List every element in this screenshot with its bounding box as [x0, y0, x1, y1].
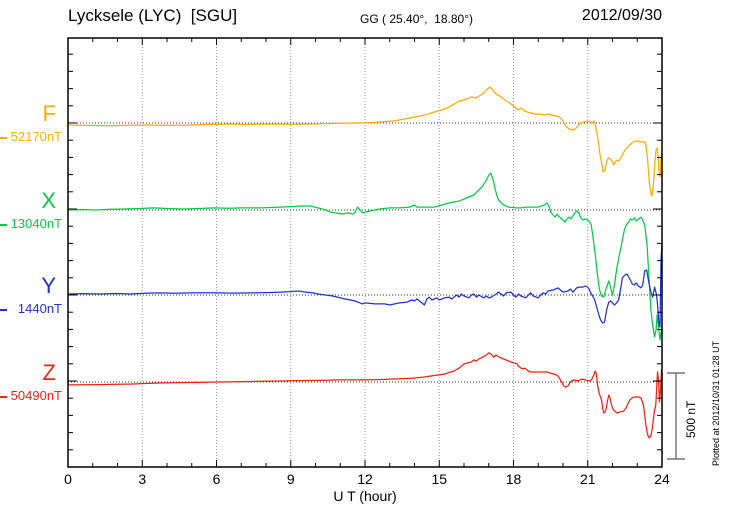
x-axis-title: U T (hour)	[333, 488, 397, 504]
component-letter-F: F	[42, 101, 56, 126]
x-tick-label-0: 0	[64, 471, 72, 487]
scale-bar-label: 500 nT	[684, 400, 698, 438]
plot-date: 2012/09/30	[581, 7, 662, 24]
plot-frame	[67, 37, 663, 468]
component-letter-X: X	[41, 188, 56, 213]
trace-X	[67, 172, 663, 341]
gg-coordinates: GG ( 25.40°, 18.80°)	[360, 12, 473, 26]
component-letter-Y: Y	[41, 273, 56, 298]
x-tick-label-9: 9	[286, 471, 295, 487]
trace-Y	[67, 242, 663, 328]
x-tick-label-24: 24	[654, 471, 670, 487]
x-tick-label-15: 15	[431, 471, 448, 487]
component-value-F: 52170nT	[10, 129, 62, 144]
edge-mark-X	[0, 224, 7, 226]
x-tick-label-3: 3	[138, 471, 147, 487]
x-tick-label-18: 18	[505, 471, 522, 487]
component-value-Y: 1440nT	[17, 301, 62, 316]
x-tick-label-21: 21	[579, 471, 596, 487]
trace-F	[67, 86, 663, 197]
plotted-at-note: Plotted at 2012/10/31 01:28 UT	[711, 340, 721, 466]
edge-mark-Z	[0, 396, 7, 398]
trace-Z	[67, 352, 663, 439]
station-title: Lycksele (LYC) [SGU]	[68, 6, 238, 25]
component-letter-Z: Z	[42, 360, 56, 385]
x-tick-label-12: 12	[357, 471, 373, 487]
edge-mark-F	[0, 137, 7, 139]
component-value-X: 13040nT	[10, 216, 62, 231]
edge-mark-Y	[0, 309, 7, 311]
component-value-Z: 50490nT	[10, 388, 62, 403]
x-tick-label-6: 6	[212, 471, 221, 487]
